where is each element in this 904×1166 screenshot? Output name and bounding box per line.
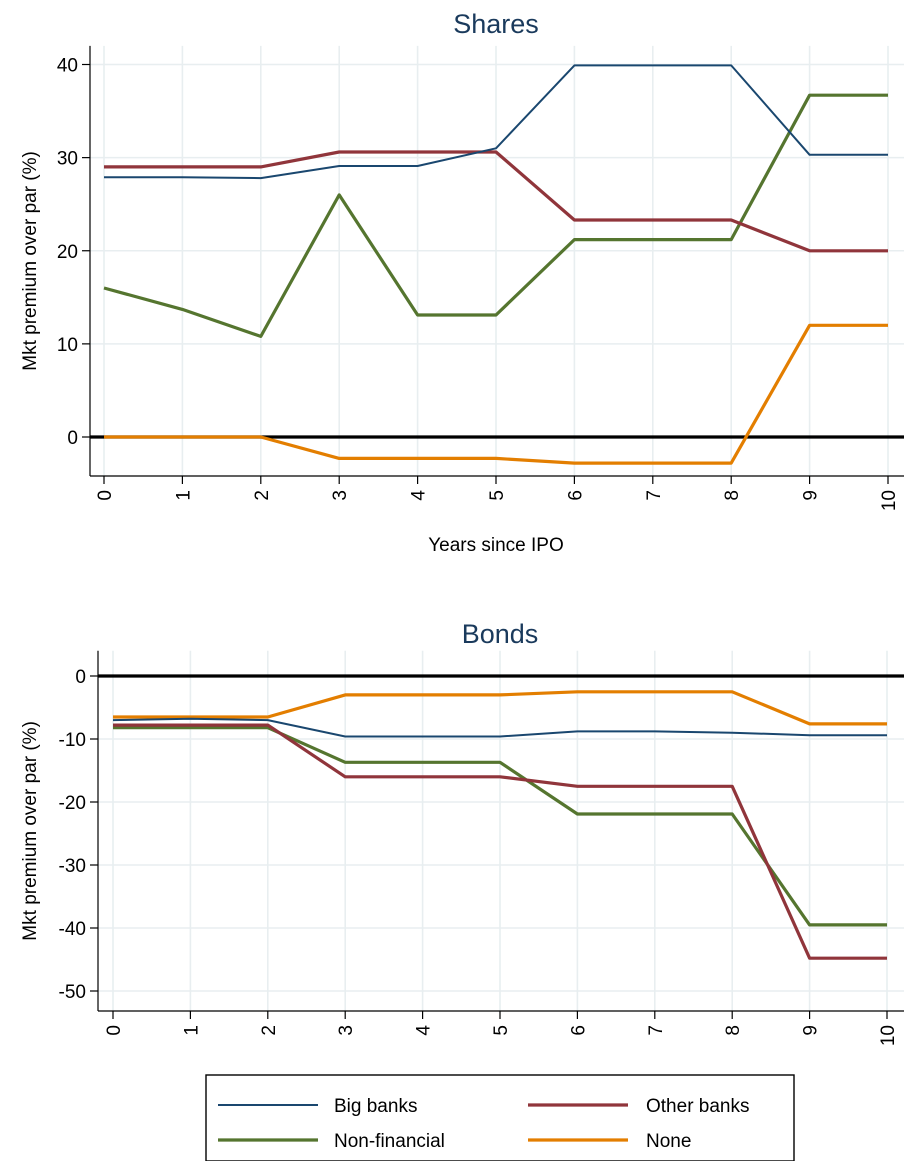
shares-series-non-financial — [103, 93, 888, 338]
bonds-series-none — [113, 690, 887, 726]
bonds-x-tick-label: 1 — [181, 1025, 202, 1036]
legend-label-big-banks: Big banks — [334, 1096, 417, 1117]
bonds-x-tick-label: 2 — [259, 1025, 280, 1036]
shares-x-tick-label: 2 — [252, 490, 273, 501]
shares-x-tick-label: 5 — [487, 490, 508, 501]
shares-y-tick-label: 20 — [57, 242, 78, 263]
bonds-y-tick-label: 0 — [75, 667, 86, 688]
legend-box — [205, 1074, 795, 1162]
bonds-x-tick-label: 0 — [104, 1025, 125, 1036]
shares-x-tick-label: 0 — [95, 490, 116, 501]
bonds-x-tick-label: 9 — [801, 1025, 822, 1036]
shares-y-tick-label: 0 — [67, 428, 78, 449]
shares-x-tick-label: 1 — [173, 490, 194, 501]
bonds-title: Bonds — [462, 619, 539, 649]
legend: Big banks Other banks Non-financial None — [205, 1074, 795, 1162]
shares-grid — [90, 45, 904, 476]
bonds-grid — [98, 650, 904, 1011]
bonds-x-tick-label: 5 — [491, 1025, 512, 1036]
legend-label-none: None — [646, 1131, 691, 1152]
shares-panel: 0 10 20 30 40 0 1 2 3 4 5 6 7 8 9 10 Shares Mkt premium o… — [20, 9, 904, 556]
bonds-x-tick-label: 8 — [723, 1025, 744, 1036]
shares-x-tick-label: 6 — [565, 490, 586, 501]
bonds-x-tick-label: 10 — [878, 1025, 899, 1046]
shares-y-tick-label: 40 — [57, 56, 78, 77]
shares-x-tick-label: 8 — [722, 490, 743, 501]
shares-x-tick-label: 10 — [879, 490, 900, 511]
bonds-series-big-banks — [112, 717, 887, 738]
bonds-series-other-banks — [113, 723, 887, 960]
bonds-series-non-financial — [113, 726, 887, 927]
shares-x-tick-label: 4 — [409, 490, 430, 501]
bonds-y-tick-label: -10 — [59, 730, 86, 751]
shares-series-none — [104, 323, 888, 465]
bonds-y-tick-label: -40 — [59, 919, 86, 940]
legend-label-other-banks: Other banks — [646, 1096, 750, 1117]
legend-label-non-financial: Non-financial — [334, 1131, 445, 1152]
bonds-y-label: Mkt premium over par (%) — [20, 721, 41, 941]
shares-series-big-banks — [104, 64, 888, 180]
shares-y-tick-label: 30 — [57, 149, 78, 170]
shares-x-label: Years since IPO — [428, 535, 564, 556]
shares-x-tick-label: 3 — [330, 490, 351, 501]
bonds-y-tick-label: -50 — [59, 982, 86, 1003]
shares-x-tick-label: 7 — [644, 490, 665, 501]
bonds-panel: 0 -10 -20 -30 -40 -50 0 1 2 3 4 5 6 7 8 9 10 Bonds Mkt pre… — [20, 619, 904, 1046]
shares-series-other-banks — [104, 150, 888, 253]
bonds-x-tick-label: 3 — [336, 1025, 357, 1036]
shares-title: Shares — [453, 9, 539, 39]
bonds-x-tick-label: 4 — [414, 1025, 435, 1036]
shares-x-tick-label: 9 — [801, 490, 822, 501]
shares-y-label: Mkt premium over par (%) — [20, 151, 41, 371]
bonds-x-tick-label: 6 — [568, 1025, 589, 1036]
bonds-x-tick-label: 7 — [646, 1025, 667, 1036]
bonds-y-tick-label: -30 — [59, 856, 86, 877]
shares-y-tick-label: 10 — [57, 335, 78, 356]
bonds-y-tick-label: -20 — [59, 793, 86, 814]
